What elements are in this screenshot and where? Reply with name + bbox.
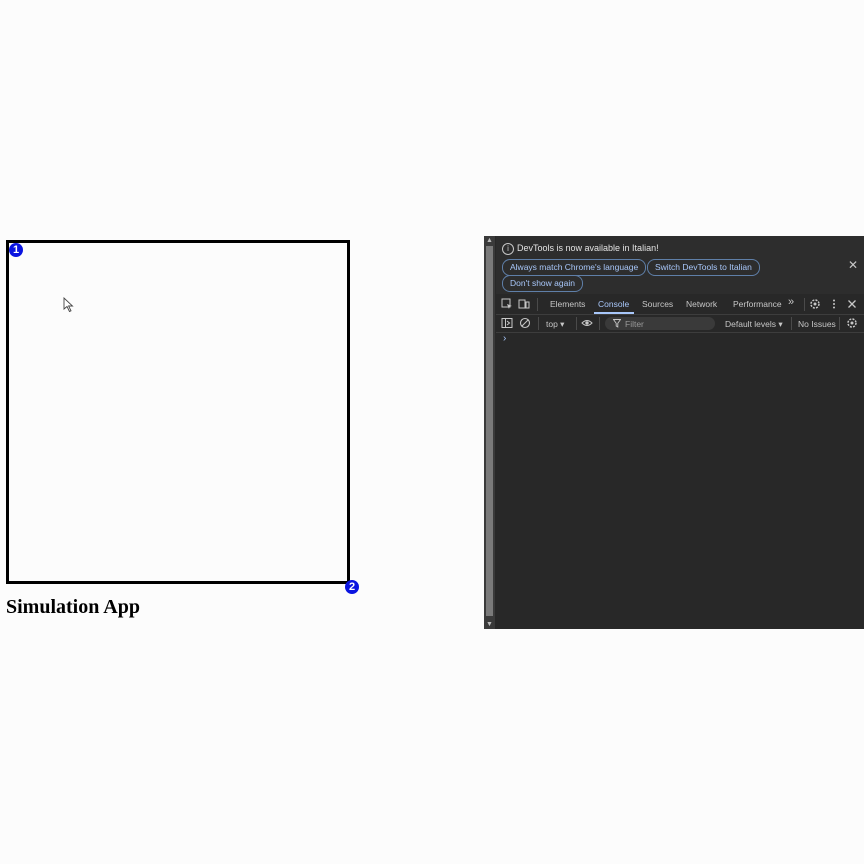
- more-options-icon[interactable]: [828, 298, 840, 310]
- scrollbar-thumb[interactable]: [486, 246, 493, 616]
- console-settings-icon[interactable]: [846, 317, 858, 329]
- always-match-language-button[interactable]: Always match Chrome's language: [502, 259, 647, 276]
- console-prompt[interactable]: ›: [503, 333, 507, 344]
- devtools-scrollbar[interactable]: ▲ ▼: [484, 236, 495, 629]
- mouse-cursor-icon: [63, 297, 74, 313]
- console-output[interactable]: ›: [496, 333, 864, 629]
- log-levels-dropdown[interactable]: Default levels ▾: [725, 319, 783, 329]
- resize-handle-2[interactable]: 2: [345, 580, 359, 594]
- inspect-element-icon[interactable]: [501, 298, 513, 310]
- console-filterbar: top ▾ Filter Default levels ▾ No Issues: [496, 315, 864, 333]
- tab-sources[interactable]: Sources: [642, 299, 674, 309]
- filter-input[interactable]: [605, 317, 715, 330]
- tab-elements[interactable]: Elements: [550, 299, 586, 309]
- clear-console-icon[interactable]: [519, 317, 531, 329]
- info-icon: i: [502, 243, 514, 255]
- resize-handle-1[interactable]: 1: [9, 243, 23, 257]
- tab-console[interactable]: Console: [598, 299, 630, 309]
- device-toolbar-icon[interactable]: [518, 298, 530, 310]
- live-expression-eye-icon[interactable]: [581, 317, 593, 329]
- page-title: Simulation App: [6, 596, 140, 618]
- tab-network[interactable]: Network: [686, 299, 718, 309]
- scroll-down-icon[interactable]: ▼: [486, 621, 493, 628]
- devtools-tabbar: Elements Console Sources Network Perform…: [496, 295, 864, 315]
- language-infobar: i DevTools is now available in Italian! …: [496, 236, 864, 294]
- simulation-canvas[interactable]: [6, 240, 350, 584]
- context-selector[interactable]: top ▾: [546, 319, 565, 329]
- switch-to-italian-button[interactable]: Switch DevTools to Italian: [647, 259, 760, 276]
- more-tabs-icon[interactable]: »: [788, 296, 795, 308]
- issues-counter[interactable]: No Issues: [798, 319, 836, 329]
- close-icon[interactable]: ✕: [847, 258, 858, 272]
- sidebar-toggle-icon[interactable]: [501, 317, 513, 329]
- filter-icon: [613, 319, 621, 328]
- active-tab-indicator: [594, 312, 634, 314]
- tab-performance[interactable]: Performance: [733, 299, 782, 309]
- settings-icon[interactable]: [809, 298, 821, 310]
- devtools-panel: ▲ ▼ i DevTools is now available in Itali…: [484, 236, 864, 629]
- close-devtools-icon[interactable]: [846, 298, 858, 310]
- filter-placeholder: Filter: [625, 319, 644, 329]
- infobar-message: DevTools is now available in Italian!: [517, 243, 659, 253]
- scroll-up-icon[interactable]: ▲: [486, 237, 493, 244]
- dont-show-again-button[interactable]: Don't show again: [502, 275, 583, 292]
